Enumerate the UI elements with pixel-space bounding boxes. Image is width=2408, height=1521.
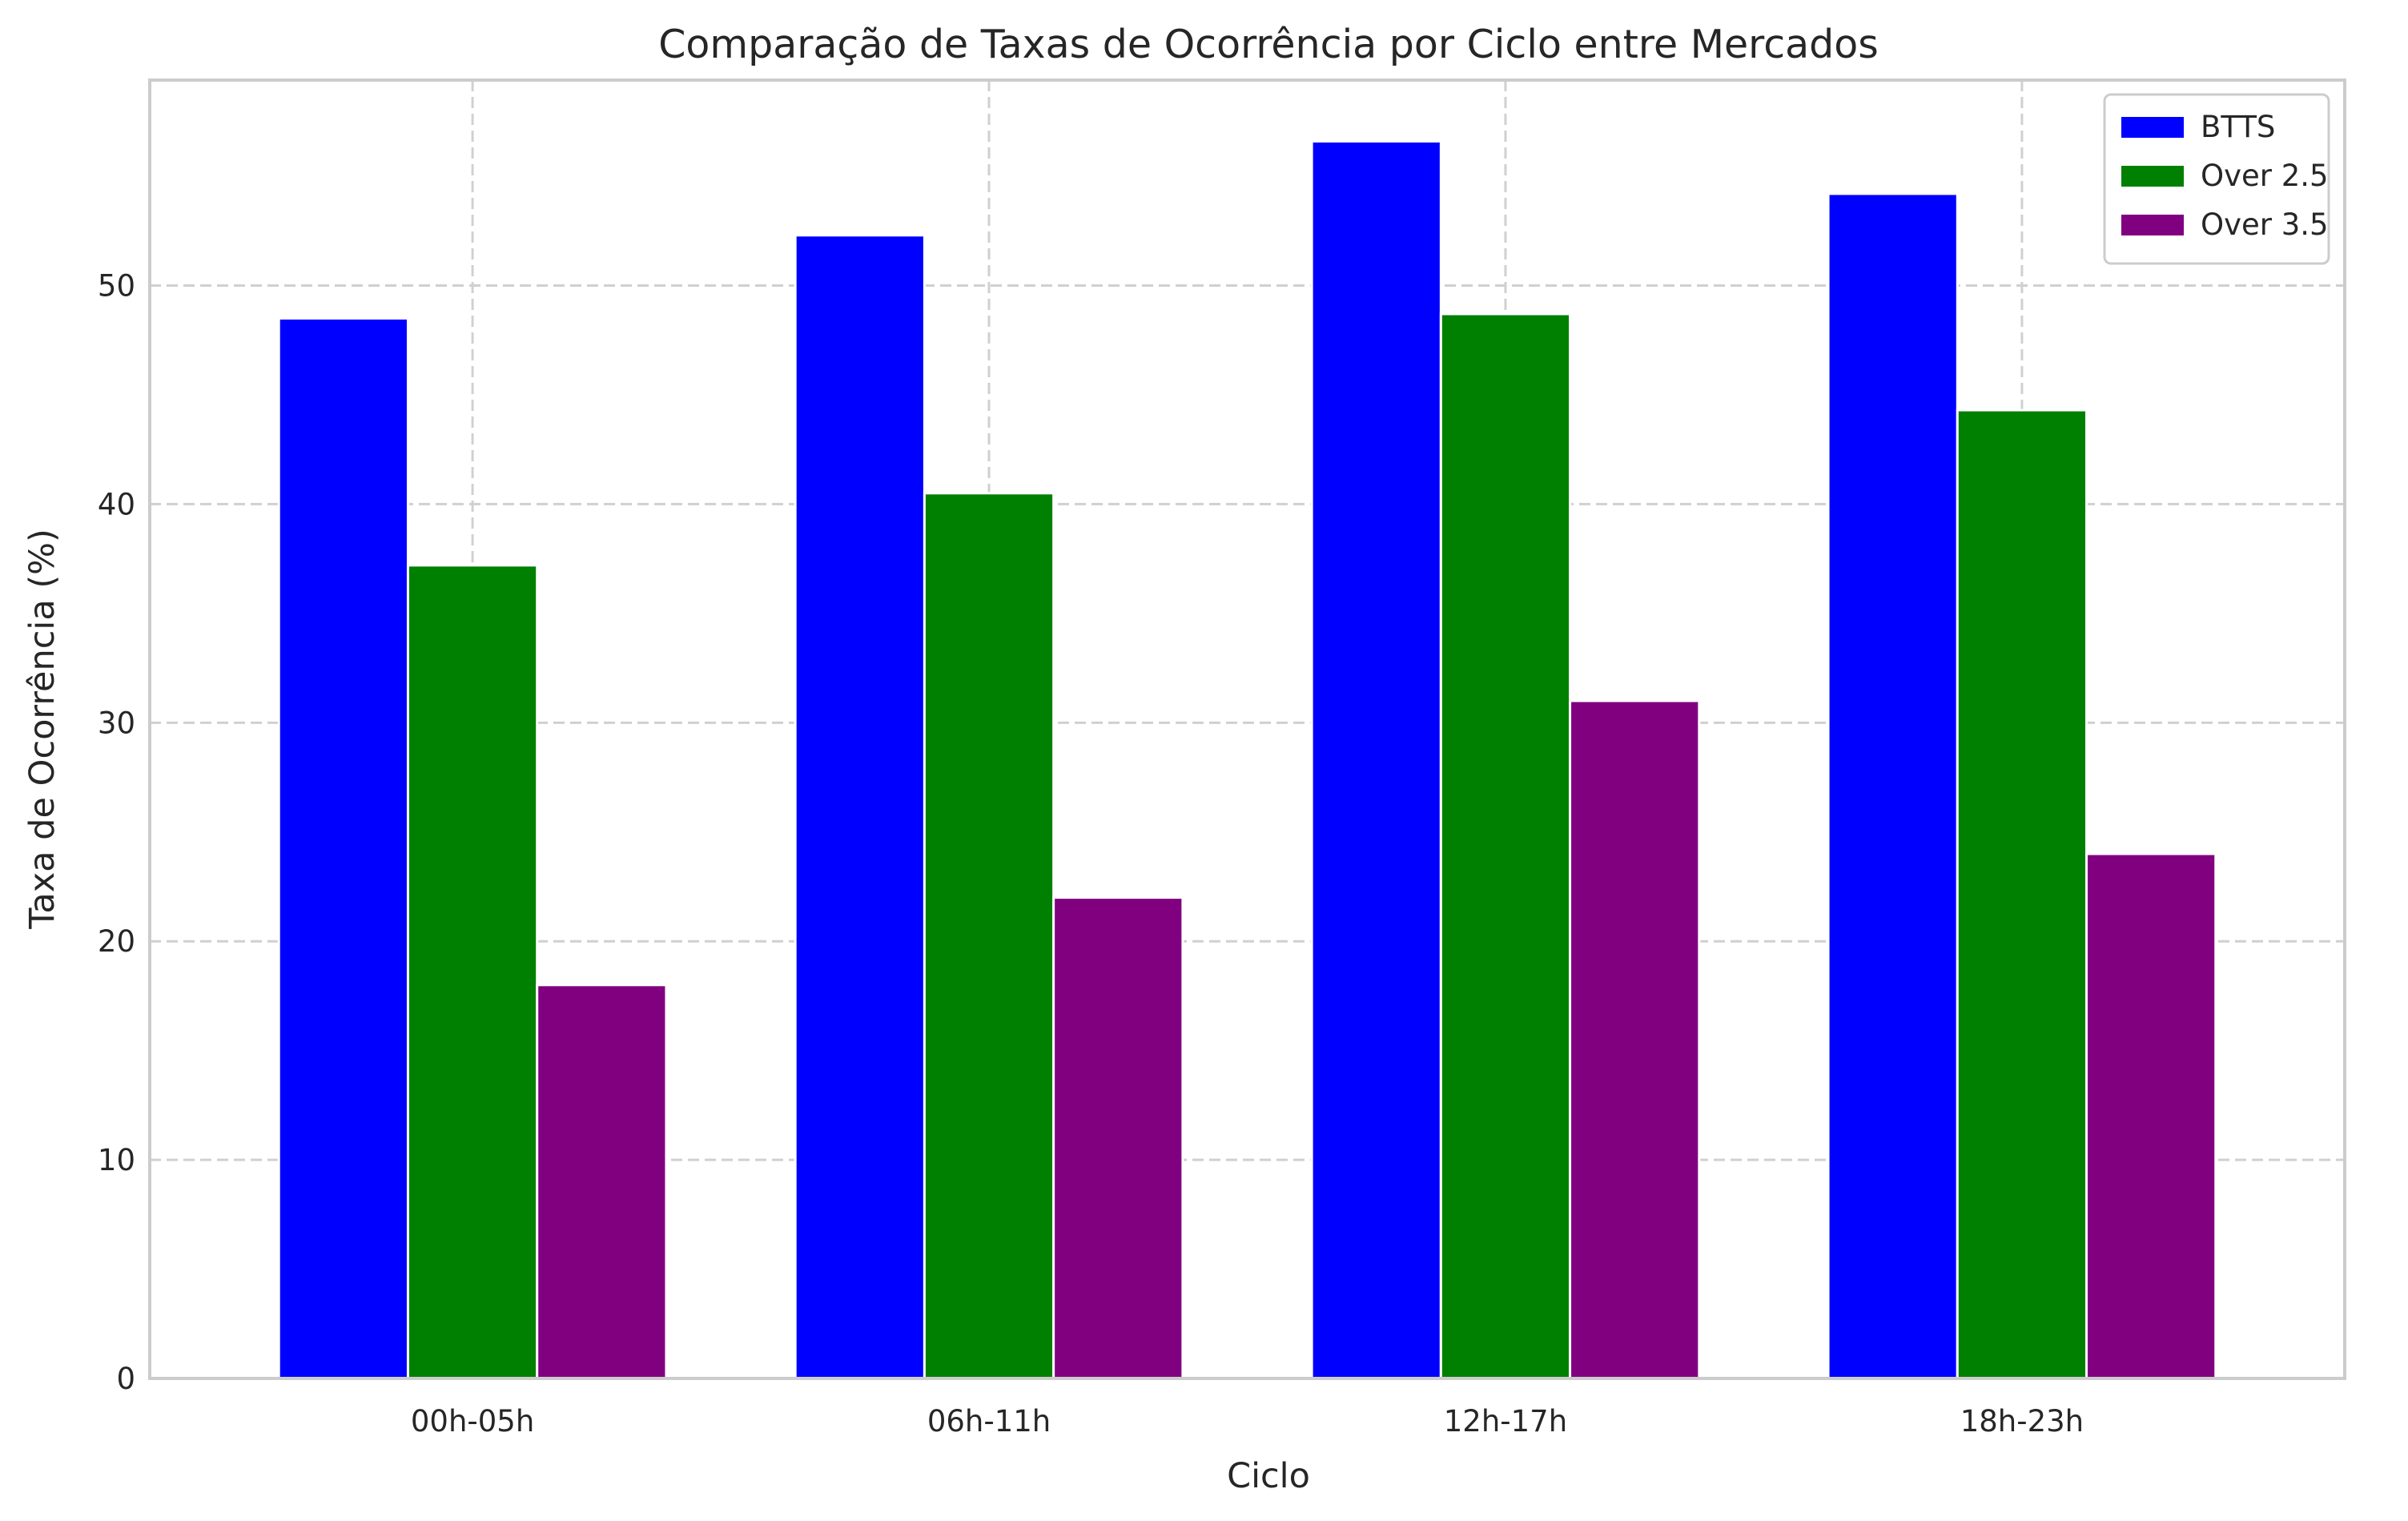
bar-btts-00h-05h [277,316,409,1380]
y-tick-label: 20 [98,924,135,959]
y-tick-label: 30 [98,706,135,740]
bar-over-3-5-18h-23h [2085,852,2217,1380]
bar-btts-18h-23h [1827,192,1959,1380]
plot-frame [148,78,2346,1380]
x-tick-label: 00h-05h [411,1404,534,1439]
x-tick-label: 12h-17h [1444,1404,1567,1439]
legend-label: BTTS [2201,110,2275,144]
bar-over-2-5-06h-11h [923,492,1055,1380]
y-tick-label: 10 [98,1143,135,1177]
legend-swatch [2121,166,2184,187]
legend-label: Over 2.5 [2201,159,2329,193]
bar-over-3-5-06h-11h [1052,896,1184,1380]
bar-btts-12h-17h [1310,139,1442,1380]
bar-over-3-5-00h-05h [536,984,668,1380]
legend-swatch [2121,215,2184,235]
bar-over-3-5-12h-17h [1569,699,1701,1380]
bar-btts-06h-11h [794,234,926,1380]
x-axis-label: Ciclo [1227,1456,1310,1496]
bars [277,139,2217,1380]
legend: BTTS Over 2.5 Over 3.5 [2103,93,2330,265]
y-tick-label: 0 [116,1362,135,1396]
tick-labels: 0 10 20 30 40 50 00h-05h 06h-11h 12h-17h 18h-23h [98,269,2084,1439]
bar-over-2-5-18h-23h [1956,408,2088,1380]
y-tick-label: 40 [98,487,135,521]
x-tick-label: 06h-11h [927,1404,1051,1439]
bar-over-2-5-00h-05h [406,564,539,1380]
chart-title: Comparação de Taxas de Ocorrência por Ci… [658,22,1879,67]
y-axis-label: Taxa de Ocorrência (%) [22,529,62,930]
legend-swatch [2121,117,2184,138]
y-tick-label: 50 [98,269,135,304]
legend-label: Over 3.5 [2201,207,2329,242]
bar-over-2-5-12h-17h [1439,312,1572,1380]
x-tick-label: 18h-23h [1960,1404,2084,1439]
